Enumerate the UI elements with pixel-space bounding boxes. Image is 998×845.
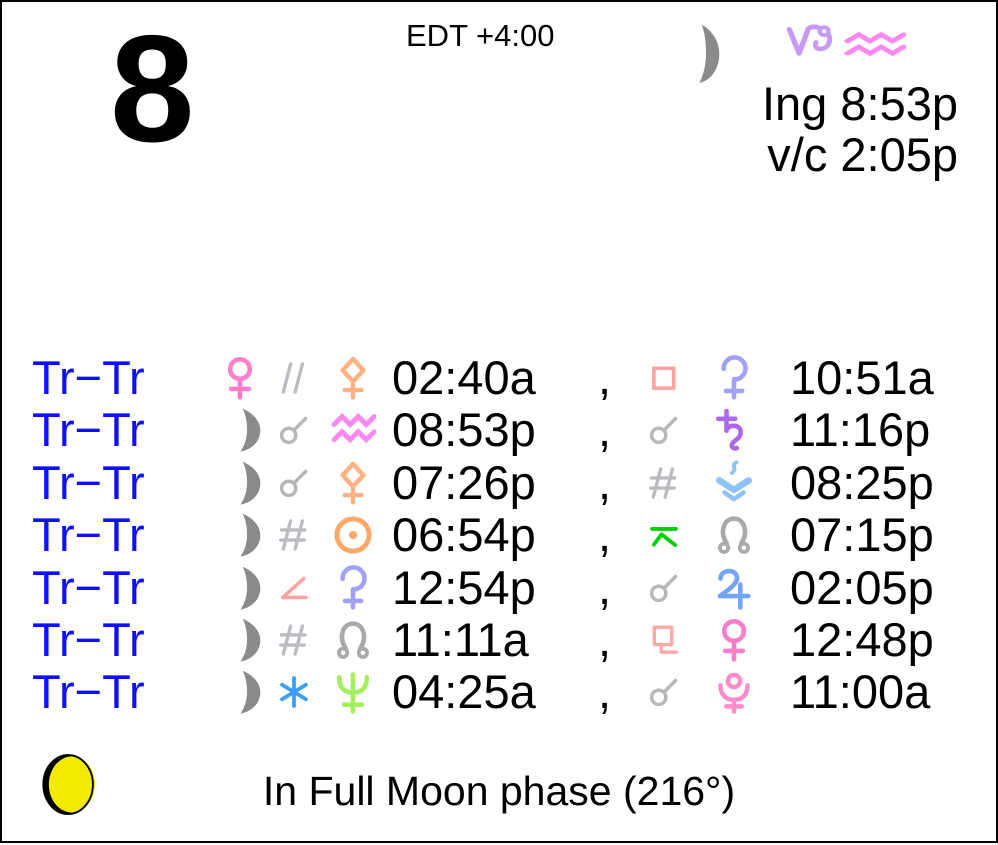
conjunction-icon [276,465,312,501]
aspect-time: 12:48p [790,613,934,666]
transit-label: Tr−Tr [32,508,145,562]
moon-icon [217,460,263,506]
moon-icon [217,617,263,663]
conjunction-icon [646,412,682,448]
transit-label: Tr−Tr [32,560,145,614]
aspect-time: 02:40a [392,351,536,404]
pluto-icon [711,669,757,715]
neptune-icon [330,669,376,715]
venus-icon [217,355,263,401]
contraparallel-icon [276,622,312,658]
vesta-icon [711,460,757,506]
aspect-time: 08:53p [392,403,536,457]
timezone-label: EDT +4:00 [406,18,555,53]
north-node-icon [330,617,376,663]
void-of-course-label: v/c 2:05p [767,128,958,181]
aspect-time: 07:26p [392,455,536,509]
separator-comma: , [598,455,612,509]
jupiter-icon [711,565,757,611]
aspect-row: Tr−Tr 12:54p , 02:05p [2,560,998,615]
aspect-time: 11:00a [790,665,931,719]
moon-phase-label: In Full Moon phase (216°) [262,768,736,814]
sun-icon [330,512,376,558]
aspect-time: 10:51a [790,351,934,404]
moon-icon [217,407,263,453]
aspect-time: 07:15p [790,508,934,562]
ceres-icon [330,565,376,611]
moon-icon [217,565,263,611]
transit-label: Tr−Tr [32,403,145,457]
aspect-time: 11:11a [392,613,529,666]
contraparallel-icon [276,517,312,553]
aspect-time: 08:25p [790,455,934,509]
moon-icon [217,669,263,715]
transit-label: Tr−Tr [32,455,145,509]
semisquare-icon [276,570,312,606]
separator-comma: , [598,508,612,562]
conjunction-icon [646,570,682,606]
day-number: 8 [110,4,195,174]
ceres-icon [711,355,757,401]
contraparallel-icon [646,465,682,501]
separator-comma: , [598,403,612,457]
aspect-time: 12:54p [392,560,536,614]
ingress-time-label: Ing 8:53p [761,77,958,130]
transit-label: Tr−Tr [32,665,145,719]
sextile-icon [276,674,312,710]
moon-icon [217,512,263,558]
separator-comma: , [598,560,612,614]
sesquiquadrate-icon [646,622,682,658]
separator-comma: , [598,665,612,719]
separator-comma: , [598,613,612,666]
aspect-row: Tr−Tr 07:26p , 08:25p [2,455,998,510]
transit-label: Tr−Tr [32,613,145,666]
north-node-icon [711,512,757,558]
aquarius-icon [330,407,376,453]
parallel-icon [276,360,312,396]
conjunction-icon [646,674,682,710]
aspect-time: 06:54p [392,508,536,562]
aspect-row: Tr−Tr 02:40a , 10:51a [2,351,998,405]
saturn-icon [711,407,757,453]
square-icon [646,360,682,396]
aspect-time: 02:05p [790,560,934,614]
pallas-icon [330,460,376,506]
conjunction-icon [276,412,312,448]
pallas-icon [330,355,376,401]
venus-icon [711,617,757,663]
aspect-row: Tr−Tr 08:53p , 11:16p [2,403,998,457]
transit-label: Tr−Tr [32,351,145,404]
separator-comma: , [598,351,612,404]
quincunx-icon [646,517,682,553]
aspect-row: Tr−Tr 11:11a , 12:48p [2,613,998,667]
aspect-row: Tr−Tr 04:25a , 11:00a [2,665,998,719]
aspect-time: 11:16p [790,403,931,457]
aspect-time: 04:25a [392,665,536,719]
aspect-row: Tr−Tr 06:54p , 07:15p [2,508,998,562]
